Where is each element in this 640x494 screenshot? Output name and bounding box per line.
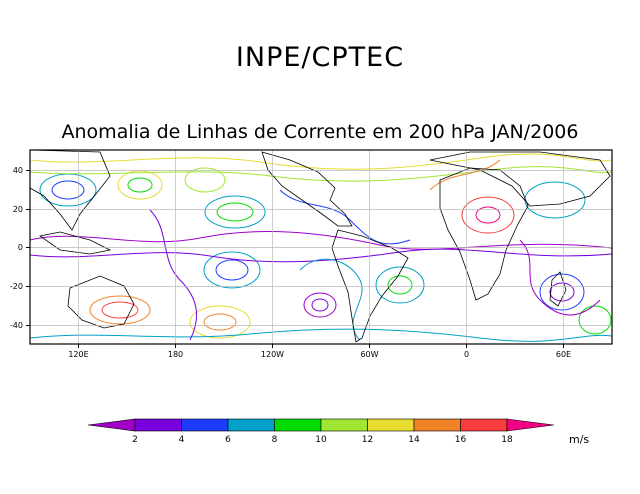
legend-label: 2	[132, 435, 138, 445]
organization-title: INPE/CPTEC	[235, 42, 405, 73]
tick-marks	[26, 170, 564, 348]
madagascar	[549, 271, 567, 307]
color-bar-right-arrow	[506, 418, 555, 432]
africa	[439, 167, 529, 301]
legend-label: 14	[408, 435, 420, 445]
eurasia	[429, 151, 611, 207]
lat-label-20s: -20	[10, 282, 23, 291]
lon-label-60w: 60W	[360, 350, 378, 359]
lon-label-60e: 60E	[556, 350, 571, 359]
asia	[29, 149, 111, 231]
color-bar-segment	[320, 418, 368, 432]
lat-label-40n: 40	[13, 166, 23, 175]
legend-label: 8	[272, 435, 278, 445]
color-bar-left-arrow	[87, 418, 136, 432]
color-bar-segment	[181, 418, 229, 432]
legend-label: 6	[225, 435, 231, 445]
legend-label: 10	[315, 435, 327, 445]
maritime-continent	[39, 231, 112, 255]
streamlines	[29, 153, 613, 342]
lon-label-120e: 120E	[68, 350, 88, 359]
legend-label: 18	[501, 435, 513, 445]
color-bar-segment	[227, 418, 275, 432]
legend-label: 4	[179, 435, 185, 445]
color-bar-segment	[274, 418, 322, 432]
north-america	[261, 151, 353, 227]
legend-units: m/s	[569, 433, 590, 446]
grid	[30, 150, 612, 344]
lat-label-20n: 20	[13, 205, 23, 214]
lat-label-0: 0	[18, 243, 23, 252]
legend-label: 16	[455, 435, 467, 445]
lon-label-120w: 120W	[261, 350, 284, 359]
map-area	[30, 150, 612, 344]
lat-label-40s: -40	[10, 321, 23, 330]
australia	[67, 275, 135, 329]
legend-label: 12	[362, 435, 373, 445]
color-bar-segment	[367, 418, 415, 432]
color-bar	[87, 418, 555, 432]
lon-label-180: 180	[168, 350, 183, 359]
color-bar-segment	[134, 418, 182, 432]
coastlines	[29, 149, 611, 343]
south-america	[331, 229, 409, 343]
color-bar-segment	[460, 418, 508, 432]
color-bar-segment	[413, 418, 461, 432]
map-title: Anomalia de Linhas de Corrente em 200 hP…	[61, 121, 579, 143]
lon-label-0: 0	[464, 350, 469, 359]
